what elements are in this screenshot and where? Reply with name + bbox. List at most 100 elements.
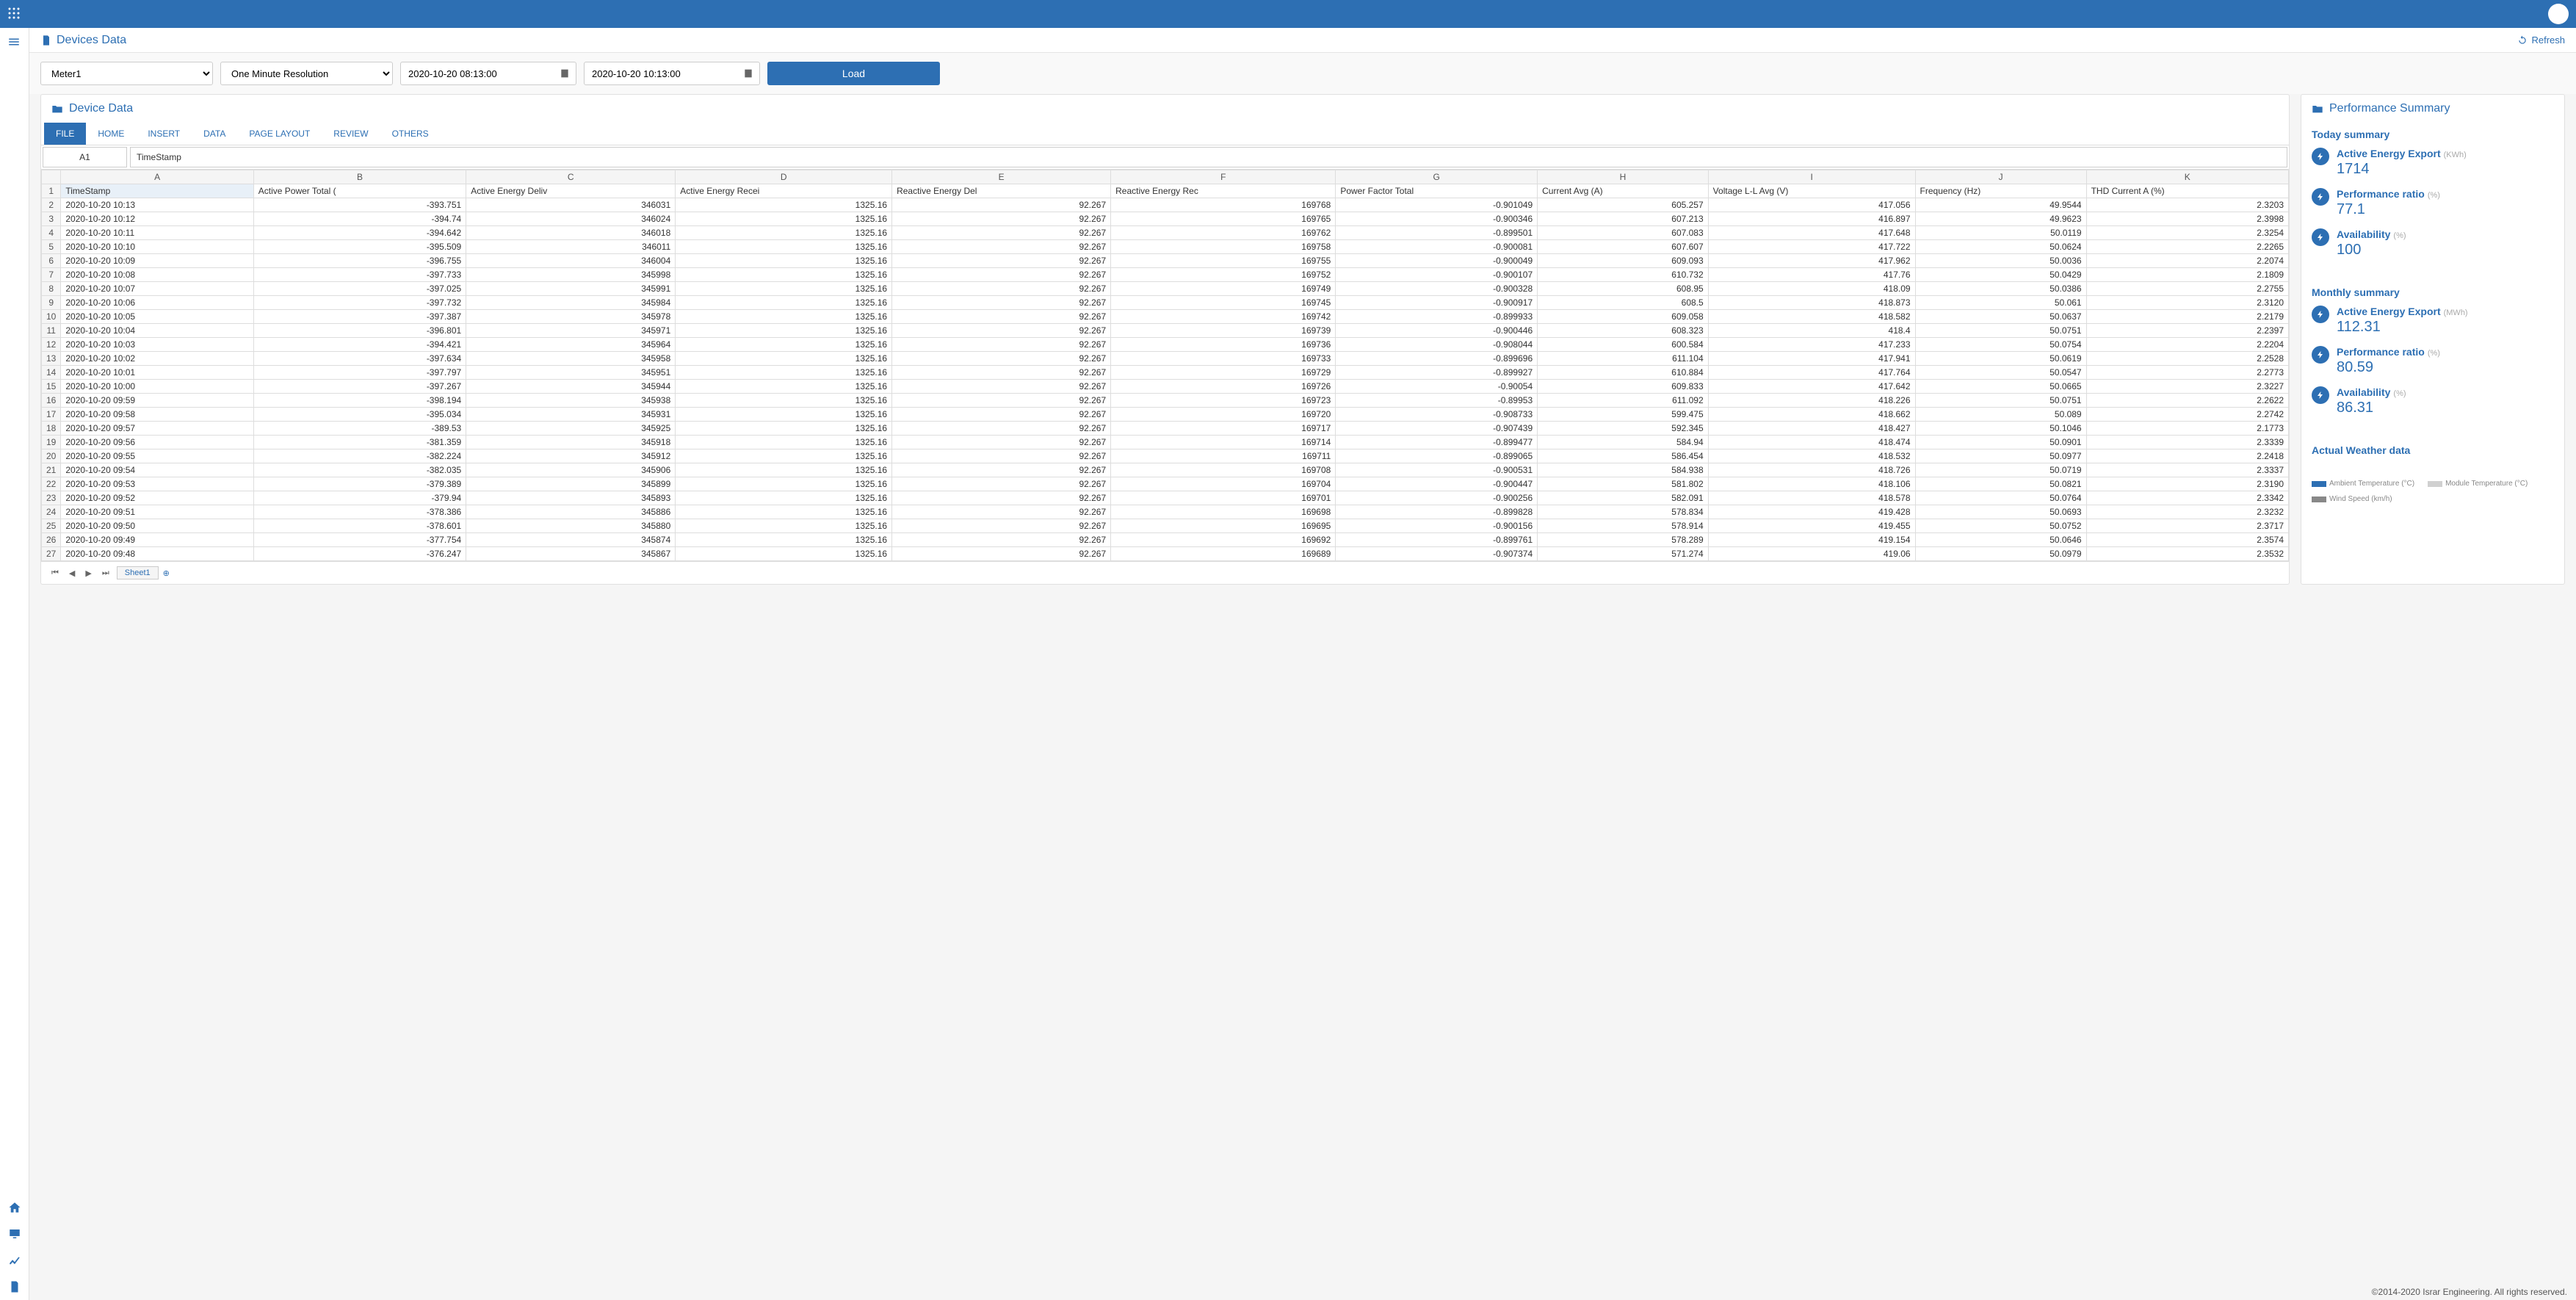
data-cell[interactable]: 2020-10-20 10:06 (61, 296, 253, 310)
data-cell[interactable]: -382.224 (253, 449, 466, 463)
data-cell[interactable]: 1325.16 (676, 449, 892, 463)
data-cell[interactable]: 92.267 (892, 436, 1111, 449)
data-cell[interactable]: -379.389 (253, 477, 466, 491)
data-cell[interactable]: 1325.16 (676, 254, 892, 268)
data-cell[interactable]: 92.267 (892, 449, 1111, 463)
row-header[interactable]: 26 (42, 533, 61, 547)
formula-bar[interactable]: TimeStamp (130, 147, 2287, 167)
data-cell[interactable]: 346031 (466, 198, 676, 212)
data-cell[interactable]: 50.0754 (1915, 338, 2086, 352)
data-cell[interactable]: -0.899696 (1336, 352, 1538, 366)
data-cell[interactable]: -397.025 (253, 282, 466, 296)
data-cell[interactable]: 169708 (1111, 463, 1336, 477)
data-cell[interactable]: 609.093 (1538, 254, 1709, 268)
data-cell[interactable]: 345880 (466, 519, 676, 533)
row-header[interactable]: 24 (42, 505, 61, 519)
data-cell[interactable]: 419.428 (1708, 505, 1915, 519)
data-cell[interactable]: 2020-10-20 09:54 (61, 463, 253, 477)
data-cell[interactable]: -397.733 (253, 268, 466, 282)
data-cell[interactable]: 345874 (466, 533, 676, 547)
data-cell[interactable]: 345886 (466, 505, 676, 519)
data-cell[interactable]: 50.0646 (1915, 533, 2086, 547)
data-cell[interactable]: 50.1046 (1915, 422, 2086, 436)
data-cell[interactable]: -0.900346 (1336, 212, 1538, 226)
data-cell[interactable]: 345951 (466, 366, 676, 380)
row-header[interactable]: 23 (42, 491, 61, 505)
data-cell[interactable]: 50.0751 (1915, 324, 2086, 338)
data-cell[interactable]: -0.908044 (1336, 338, 1538, 352)
col-header-B[interactable]: B (253, 170, 466, 184)
col-header-H[interactable]: H (1538, 170, 1709, 184)
data-cell[interactable]: 1325.16 (676, 338, 892, 352)
load-button[interactable]: Load (767, 62, 940, 85)
data-cell[interactable]: 578.289 (1538, 533, 1709, 547)
data-cell[interactable]: 50.0752 (1915, 519, 2086, 533)
resolution-select[interactable]: One Minute Resolution (220, 62, 393, 85)
data-cell[interactable]: 610.732 (1538, 268, 1709, 282)
data-cell[interactable]: -378.601 (253, 519, 466, 533)
data-cell[interactable]: 50.0977 (1915, 449, 2086, 463)
row-header[interactable]: 2 (42, 198, 61, 212)
header-cell[interactable]: Frequency (Hz) (1915, 184, 2086, 198)
row-header[interactable]: 11 (42, 324, 61, 338)
row-header[interactable]: 19 (42, 436, 61, 449)
data-cell[interactable]: 1325.16 (676, 296, 892, 310)
header-cell[interactable]: Active Power Total ( (253, 184, 466, 198)
data-cell[interactable]: -0.899927 (1336, 366, 1538, 380)
data-cell[interactable]: 418.662 (1708, 408, 1915, 422)
data-cell[interactable]: 419.154 (1708, 533, 1915, 547)
data-cell[interactable]: 49.9544 (1915, 198, 2086, 212)
data-cell[interactable]: 345958 (466, 352, 676, 366)
data-cell[interactable]: 2.2742 (2086, 408, 2288, 422)
row-header[interactable]: 12 (42, 338, 61, 352)
data-cell[interactable]: 2.2528 (2086, 352, 2288, 366)
row-header[interactable]: 18 (42, 422, 61, 436)
data-cell[interactable]: 2020-10-20 09:59 (61, 394, 253, 408)
data-cell[interactable]: 2.1773 (2086, 422, 2288, 436)
data-cell[interactable]: 50.061 (1915, 296, 2086, 310)
header-cell[interactable]: THD Current A (%) (2086, 184, 2288, 198)
data-cell[interactable]: 2.3232 (2086, 505, 2288, 519)
data-cell[interactable]: 2020-10-20 09:55 (61, 449, 253, 463)
data-cell[interactable]: 2.2204 (2086, 338, 2288, 352)
col-header-D[interactable]: D (676, 170, 892, 184)
row-header[interactable]: 10 (42, 310, 61, 324)
data-cell[interactable]: 416.897 (1708, 212, 1915, 226)
data-cell[interactable]: 1325.16 (676, 366, 892, 380)
col-header-E[interactable]: E (892, 170, 1111, 184)
data-cell[interactable]: 609.833 (1538, 380, 1709, 394)
data-cell[interactable]: 417.056 (1708, 198, 1915, 212)
data-cell[interactable]: 92.267 (892, 408, 1111, 422)
data-cell[interactable]: -0.900447 (1336, 477, 1538, 491)
data-cell[interactable]: -398.194 (253, 394, 466, 408)
data-cell[interactable]: 2.2265 (2086, 240, 2288, 254)
data-cell[interactable]: 2.2074 (2086, 254, 2288, 268)
spreadsheet-grid[interactable]: ABCDEFGHIJK1TimeStampActive Power Total … (41, 170, 2289, 561)
data-cell[interactable]: 169704 (1111, 477, 1336, 491)
row-header[interactable]: 27 (42, 547, 61, 561)
data-cell[interactable]: 50.0624 (1915, 240, 2086, 254)
data-cell[interactable]: 49.9623 (1915, 212, 2086, 226)
data-cell[interactable]: -0.900156 (1336, 519, 1538, 533)
data-cell[interactable]: 419.06 (1708, 547, 1915, 561)
data-cell[interactable]: 2.2773 (2086, 366, 2288, 380)
data-cell[interactable]: 169768 (1111, 198, 1336, 212)
data-cell[interactable]: 578.914 (1538, 519, 1709, 533)
row-header[interactable]: 13 (42, 352, 61, 366)
data-cell[interactable]: -0.899501 (1336, 226, 1538, 240)
menu-tab-review[interactable]: REVIEW (322, 123, 380, 145)
data-cell[interactable]: 345912 (466, 449, 676, 463)
data-cell[interactable]: -395.034 (253, 408, 466, 422)
data-cell[interactable]: 1325.16 (676, 380, 892, 394)
data-cell[interactable]: -397.387 (253, 310, 466, 324)
data-cell[interactable]: 418.09 (1708, 282, 1915, 296)
col-header-F[interactable]: F (1111, 170, 1336, 184)
data-cell[interactable]: 418.873 (1708, 296, 1915, 310)
data-cell[interactable]: 418.532 (1708, 449, 1915, 463)
data-cell[interactable]: 169745 (1111, 296, 1336, 310)
data-cell[interactable]: 2.3120 (2086, 296, 2288, 310)
data-cell[interactable]: 169762 (1111, 226, 1336, 240)
data-cell[interactable]: 418.4 (1708, 324, 1915, 338)
data-cell[interactable]: 586.454 (1538, 449, 1709, 463)
menu-tab-home[interactable]: HOME (86, 123, 136, 145)
